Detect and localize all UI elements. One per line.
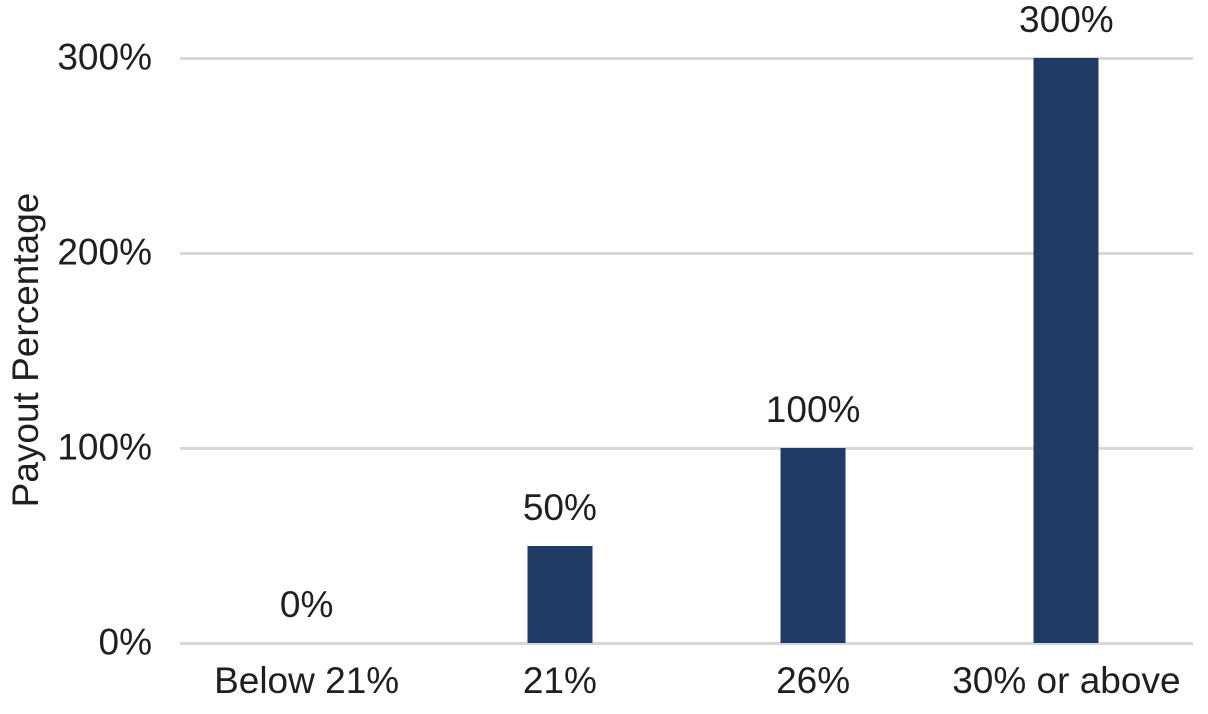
bar [527,545,593,643]
plot-area: 0% 100% 200% 300% 0% 50% 100% 300% [57,0,1193,663]
bar [780,448,846,643]
bar-data-label: 0% [279,584,334,626]
bar-group-below-21: 0% [180,58,433,643]
bar-data-label: 300% [1019,0,1114,41]
gridline [180,641,1193,645]
y-axis-tick-label: 200% [57,231,152,273]
bar-group-30-or-above: 300% [940,0,1193,643]
bars-layer: 0% 50% 100% 300% [180,0,1193,643]
bar-data-label: 50% [522,486,597,528]
y-axis-tick-label: 100% [57,426,152,468]
y-axis-title: Payout Percentage [5,192,46,508]
x-axis-label: 21% [522,660,597,701]
gridline [180,446,1193,450]
x-axis-label: Below 21% [214,660,400,701]
x-axis-label: 26% [776,660,851,701]
y-axis-tick-label: 300% [57,36,152,78]
x-axis-labels: Below 21% 21% 26% 30% or above [180,660,1193,703]
bar-group-21: 50% [433,58,686,643]
gridline [180,56,1193,60]
bar-group-26: 100% [687,58,940,643]
gridline [180,251,1193,255]
x-axis-label: 30% or above [952,660,1181,701]
bar [1033,58,1099,643]
y-axis-tick-label: 0% [98,621,152,663]
bar-data-label: 100% [765,389,861,431]
